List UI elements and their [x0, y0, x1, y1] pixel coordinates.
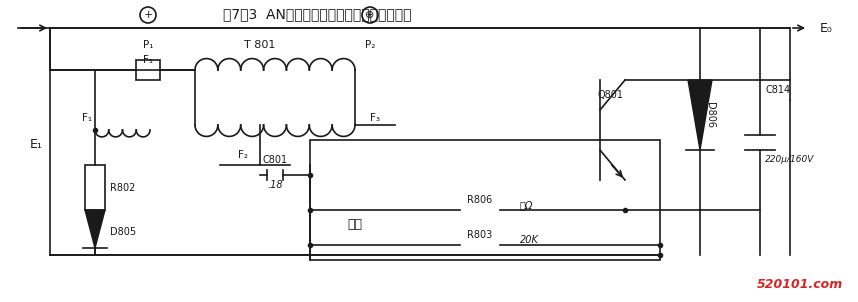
- Text: P₂: P₂: [365, 40, 375, 50]
- Text: 520101.com: 520101.com: [757, 278, 843, 291]
- Text: F₃: F₃: [370, 113, 380, 123]
- Polygon shape: [688, 80, 712, 150]
- Polygon shape: [85, 210, 105, 248]
- Text: R803: R803: [468, 230, 492, 240]
- Text: P₁: P₁: [142, 40, 154, 50]
- Text: C814: C814: [765, 85, 790, 95]
- Text: 20K: 20K: [520, 235, 539, 245]
- Text: D805: D805: [110, 227, 136, 237]
- FancyBboxPatch shape: [460, 200, 500, 220]
- Text: 220μ/160V: 220μ/160V: [765, 156, 814, 165]
- Text: F₁: F₁: [82, 113, 92, 123]
- Text: Q801: Q801: [597, 90, 623, 100]
- Text: D806: D806: [705, 102, 715, 128]
- Text: E₀: E₀: [820, 21, 833, 34]
- Text: ⊕: ⊕: [366, 10, 375, 20]
- Text: +: +: [143, 10, 153, 20]
- Text: F₂: F₂: [238, 150, 248, 160]
- Text: T 801: T 801: [245, 40, 275, 50]
- FancyBboxPatch shape: [310, 140, 660, 260]
- Text: 图7－3  AN五片遥控彩电机芯的开关振荡电路: 图7－3 AN五片遥控彩电机芯的开关振荡电路: [223, 7, 412, 21]
- Text: ゐΩ: ゐΩ: [520, 200, 534, 210]
- Text: .18: .18: [267, 180, 283, 190]
- Text: R806: R806: [468, 195, 492, 205]
- Text: 充电: 充电: [347, 219, 362, 232]
- FancyBboxPatch shape: [85, 165, 105, 210]
- Text: E₁: E₁: [30, 139, 43, 152]
- Text: R802: R802: [110, 183, 136, 193]
- Text: F₁: F₁: [143, 55, 153, 65]
- Text: C801: C801: [263, 155, 287, 165]
- FancyBboxPatch shape: [460, 235, 500, 255]
- FancyBboxPatch shape: [136, 60, 160, 80]
